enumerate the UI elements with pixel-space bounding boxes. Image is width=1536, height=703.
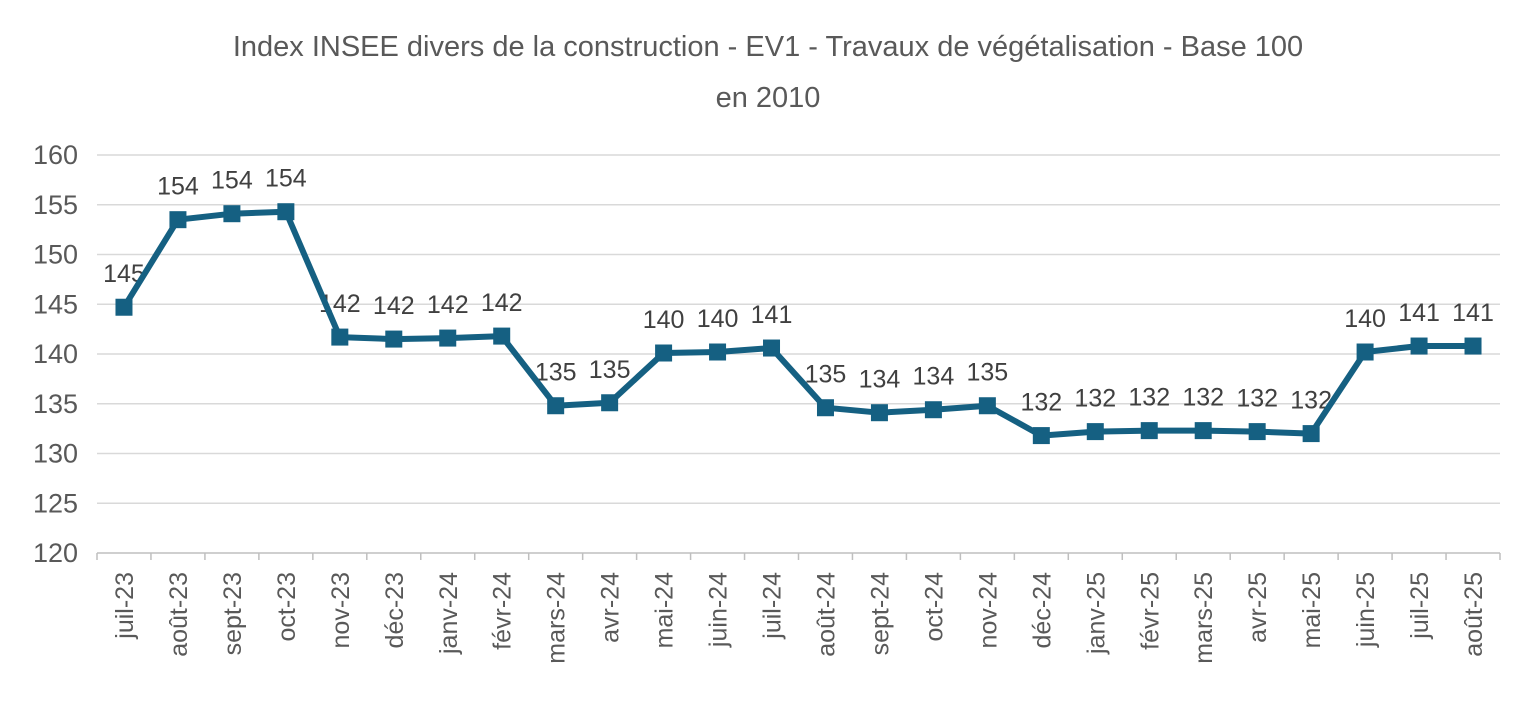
data-point-label: 140 xyxy=(697,305,739,333)
y-tick-label: 120 xyxy=(33,538,78,568)
data-point-label: 140 xyxy=(643,306,685,334)
data-point-marker xyxy=(1032,427,1050,445)
data-point-label: 135 xyxy=(589,356,631,384)
data-point-label: 132 xyxy=(1020,389,1062,417)
chart-title-line-2: en 2010 xyxy=(715,82,821,114)
data-point-marker xyxy=(924,401,942,419)
data-point-marker xyxy=(1248,423,1266,441)
data-point-label: 134 xyxy=(859,366,901,394)
chart-title: Index INSEE divers de la construction - … xyxy=(0,22,1536,124)
x-tick-label: avr-24 xyxy=(597,572,625,643)
x-tick-label: juil-25 xyxy=(1406,572,1434,640)
data-point-marker xyxy=(978,397,996,415)
data-point-marker xyxy=(709,343,727,361)
y-tick-label: 140 xyxy=(33,339,78,369)
data-point-label: 135 xyxy=(535,359,577,387)
x-tick-label: oct-23 xyxy=(273,572,301,641)
data-point-marker xyxy=(1464,337,1482,355)
x-tick-label: juin-24 xyxy=(705,572,733,648)
data-point-marker xyxy=(1140,422,1158,440)
data-point-marker xyxy=(331,328,349,346)
x-tick-label: mars-25 xyxy=(1190,572,1218,664)
data-point-label: 154 xyxy=(211,167,253,195)
y-tick-label: 130 xyxy=(33,439,78,469)
data-point-marker xyxy=(655,344,673,362)
data-point-marker xyxy=(493,327,511,345)
x-tick-label: févr-24 xyxy=(489,572,517,650)
x-tick-label: juil-24 xyxy=(759,572,787,640)
x-tick-label: janv-24 xyxy=(435,572,463,655)
x-tick-label: sept-24 xyxy=(866,572,894,655)
data-point-marker xyxy=(223,205,241,223)
x-tick-label: avr-25 xyxy=(1244,572,1272,643)
data-point-label: 132 xyxy=(1182,384,1224,412)
data-point-label: 132 xyxy=(1074,385,1116,413)
data-point-label: 140 xyxy=(1344,305,1386,333)
data-point-marker xyxy=(169,211,187,229)
y-tick-label: 150 xyxy=(33,240,78,270)
data-point-label: 141 xyxy=(751,301,793,329)
x-tick-label: juin-25 xyxy=(1352,572,1380,648)
data-point-label: 134 xyxy=(913,363,955,391)
y-tick-label: 125 xyxy=(33,488,78,518)
y-tick-label: 145 xyxy=(33,289,78,319)
data-point-marker xyxy=(277,203,295,221)
data-point-label: 135 xyxy=(805,361,847,389)
data-point-marker xyxy=(1302,425,1320,443)
x-tick-label: janv-25 xyxy=(1082,572,1110,655)
data-point-marker xyxy=(763,339,781,357)
x-tick-label: août-25 xyxy=(1460,572,1488,657)
data-point-label: 141 xyxy=(1398,299,1440,327)
chart-title-line-1: Index INSEE divers de la construction - … xyxy=(232,31,1304,63)
data-point-marker xyxy=(816,399,834,417)
data-point-label: 154 xyxy=(157,173,199,201)
data-point-label: 132 xyxy=(1128,384,1170,412)
data-point-marker xyxy=(1410,337,1428,355)
data-point-label: 142 xyxy=(373,292,415,320)
x-tick-label: nov-24 xyxy=(974,572,1002,649)
data-point-label: 135 xyxy=(967,359,1009,387)
x-tick-label: févr-25 xyxy=(1136,572,1164,650)
data-point-marker xyxy=(547,397,565,415)
data-point-marker xyxy=(439,329,457,347)
x-tick-label: août-23 xyxy=(165,572,193,657)
data-point-label: 141 xyxy=(1452,299,1494,327)
data-point-label: 154 xyxy=(265,165,307,193)
data-point-marker xyxy=(385,330,403,348)
y-tick-label: 155 xyxy=(33,190,78,220)
x-tick-label: août-24 xyxy=(812,572,840,657)
y-tick-label: 160 xyxy=(33,140,78,170)
x-tick-label: nov-23 xyxy=(327,572,355,648)
data-point-marker xyxy=(115,298,133,316)
x-tick-label: juil-23 xyxy=(111,572,139,640)
data-point-marker xyxy=(1086,423,1104,441)
data-point-label: 142 xyxy=(427,291,469,319)
data-point-label: 132 xyxy=(1236,385,1278,413)
data-point-marker xyxy=(601,394,619,412)
x-tick-label: mars-24 xyxy=(543,572,571,664)
x-tick-label: mai-25 xyxy=(1298,572,1326,648)
data-point-marker xyxy=(1194,422,1212,440)
y-tick-label: 135 xyxy=(33,389,78,419)
data-point-marker xyxy=(870,404,888,422)
data-point-marker xyxy=(1356,343,1374,361)
x-tick-label: oct-24 xyxy=(920,572,948,642)
data-point-label: 142 xyxy=(481,289,523,317)
series-line xyxy=(121,208,1476,439)
x-tick-label: mai-24 xyxy=(651,572,679,649)
x-tick-label: sept-23 xyxy=(219,572,247,655)
x-tick-label: déc-24 xyxy=(1028,572,1056,649)
x-tick-label: déc-23 xyxy=(381,572,409,648)
